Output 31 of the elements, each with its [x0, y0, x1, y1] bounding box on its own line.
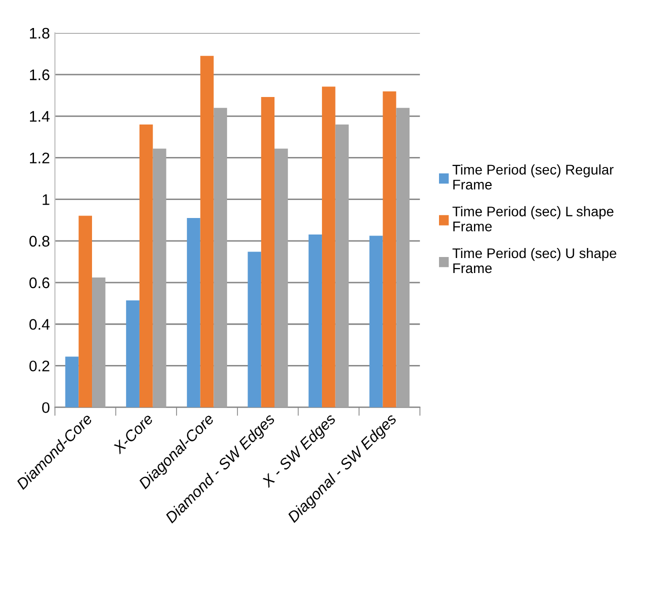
bar — [396, 108, 410, 408]
y-tick-label: 1.4 — [30, 111, 50, 122]
y-tick-label: 1.6 — [30, 69, 50, 80]
bar — [92, 278, 106, 408]
bar — [274, 148, 288, 408]
bar — [335, 124, 349, 408]
bar — [214, 108, 228, 408]
bar — [261, 97, 275, 408]
bar — [382, 91, 396, 408]
bar — [369, 236, 383, 408]
legend-label: Time Period (sec) U shape Frame — [452, 248, 616, 274]
y-tick-label: 1.2 — [30, 152, 50, 164]
bar — [65, 356, 79, 408]
bar — [186, 218, 200, 408]
bar — [308, 234, 322, 408]
legend-label: Time Period (sec) Regular Frame — [452, 164, 614, 190]
y-tick-label: 0.2 — [29, 360, 50, 372]
bar — [248, 252, 262, 408]
bar — [78, 216, 92, 408]
bar — [322, 86, 336, 408]
bar — [200, 56, 214, 408]
y-tick-label: 1.8 — [30, 28, 50, 39]
y-tick-label: 1 — [42, 194, 50, 205]
bar — [152, 148, 166, 408]
y-tick-label: 0.8 — [29, 236, 50, 247]
y-tick-label: 0 — [42, 402, 50, 414]
bar — [126, 300, 140, 408]
legend-label: Time Period (sec) L shape Frame — [452, 206, 614, 232]
bar — [139, 124, 153, 408]
y-tick-label: 0.6 — [29, 277, 50, 288]
y-tick-label: 0.4 — [29, 318, 50, 330]
